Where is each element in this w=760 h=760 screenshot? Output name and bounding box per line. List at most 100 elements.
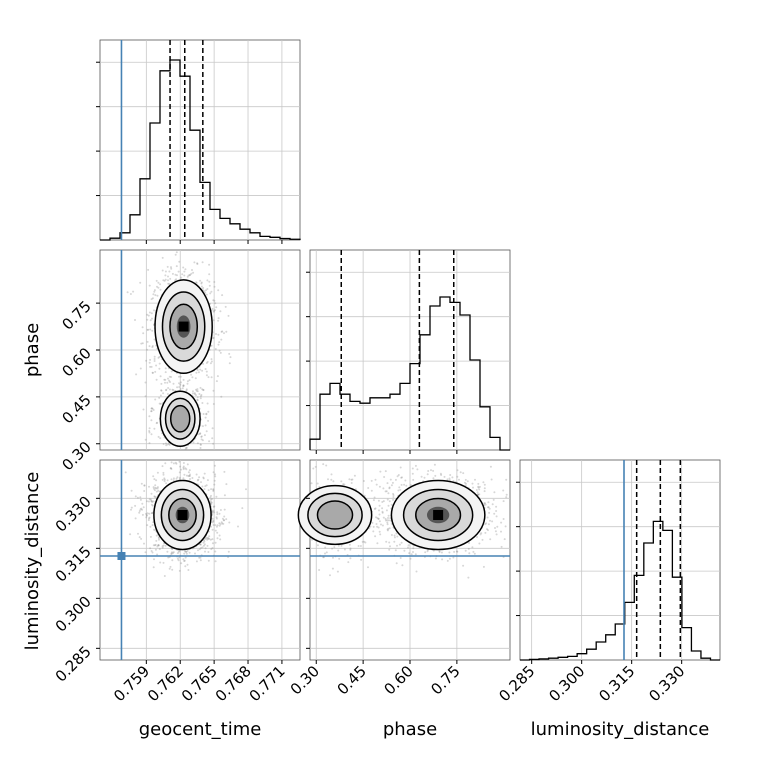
scatter-geocent-time-vs-phase-point [159,288,162,291]
scatter-geocent-time-vs-luminosity-distance-point [154,484,157,487]
scatter-geocent-time-vs-phase-point [167,275,169,278]
scatter-geocent-time-vs-luminosity-distance-point [203,540,206,543]
scatter-geocent-time-vs-luminosity-distance-point [141,502,144,505]
xtick-label-geocent-time-3: 0.768 [212,662,255,705]
scatter-phase-vs-luminosity-distance-point [500,545,503,548]
scatter-geocent-time-vs-luminosity-distance-point [150,499,153,502]
scatter-geocent-time-vs-phase-point [199,432,202,435]
scatter-geocent-time-vs-luminosity-distance-point [199,556,202,559]
scatter-geocent-time-vs-luminosity-distance-point [150,512,153,515]
scatter-geocent-time-vs-phase-point [174,273,177,276]
scatter-geocent-time-vs-phase-point [201,369,204,372]
scatter-geocent-time-vs-phase-point [204,416,207,419]
scatter-geocent-time-vs-luminosity-distance-point [196,479,199,482]
scatter-geocent-time-vs-phase-point [195,371,198,374]
scatter-geocent-time-vs-luminosity-distance-point [161,465,164,468]
scatter-phase-vs-luminosity-distance-point [486,516,489,519]
scatter-phase-vs-luminosity-distance-point [476,491,479,494]
histogram-phase-panel [306,249,511,451]
scatter-geocent-time-vs-phase-point [178,386,181,388]
scatter-geocent-time-vs-phase-point [151,297,154,300]
scatter-geocent-time-vs-phase-point [150,433,153,436]
scatter-geocent-time-vs-phase-point [199,443,202,446]
scatter-geocent-time-vs-luminosity-distance-point [172,462,175,465]
scatter-geocent-time-vs-phase-point [196,369,199,372]
scatter-geocent-time-vs-phase-point [170,370,173,373]
scatter-geocent-time-vs-luminosity-distance-point [144,551,147,554]
scatter-geocent-time-vs-luminosity-distance-point [209,498,212,501]
scatter-geocent-time-vs-luminosity-distance-point [129,533,132,536]
scatter-geocent-time-vs-phase-point [199,447,202,449]
scatter-geocent-time-vs-luminosity-distance-point [199,543,202,546]
scatter-geocent-time-vs-phase-point [149,365,152,368]
scatter-phase-vs-luminosity-distance-point [482,481,485,484]
scatter-geocent-time-vs-phase-point [196,442,199,445]
scatter-geocent-time-vs-luminosity-distance-point [152,566,155,569]
scatter-phase-vs-luminosity-distance-point [392,498,395,501]
scatter-phase-vs-luminosity-distance-point [477,486,480,489]
scatter-phase-vs-luminosity-distance-point [438,551,441,553]
scatter-geocent-time-vs-luminosity-distance-point [221,522,224,525]
scatter-geocent-time-vs-luminosity-distance-point [199,559,202,562]
scatter-geocent-time-vs-luminosity-distance-point [153,489,156,492]
scatter-geocent-time-vs-phase-point [189,273,192,276]
scatter-phase-vs-luminosity-distance-point [467,576,470,579]
scatter-geocent-time-vs-phase-point [172,389,175,392]
scatter-phase-vs-luminosity-distance-point [385,490,388,493]
scatter-phase-vs-luminosity-distance-point [401,476,403,479]
scatter-geocent-time-vs-phase-point [159,283,162,286]
scatter-phase-vs-luminosity-distance-point [314,465,317,468]
scatter-phase-vs-luminosity-distance-point [424,551,427,554]
scatter-phase-vs-luminosity-distance-point [324,546,327,549]
scatter-geocent-time-vs-phase-point [149,319,152,322]
scatter-geocent-time-vs-luminosity-distance-point [209,525,212,528]
scatter-phase-vs-luminosity-distance-point [373,496,376,499]
scatter-geocent-time-vs-luminosity-distance-point [207,559,210,562]
scatter-geocent-time-vs-luminosity-distance-point [150,492,153,495]
scatter-geocent-time-vs-phase-point [159,402,162,405]
scatter-phase-vs-luminosity-distance-point [372,499,375,502]
scatter-geocent-time-vs-luminosity-distance-point [143,484,146,487]
scatter-geocent-time-vs-luminosity-distance-point [212,520,215,523]
scatter-phase-vs-luminosity-distance-point [332,556,334,559]
scatter-phase-vs-luminosity-distance-point [384,470,387,473]
scatter-geocent-time-vs-luminosity-distance-point [183,559,186,562]
scatter-phase-vs-luminosity-distance-point [489,519,491,522]
scatter-geocent-time-vs-luminosity-distance-point [164,462,167,465]
scatter-geocent-time-vs-luminosity-distance-point [170,468,173,470]
scatter-geocent-time-vs-phase-point [201,388,204,391]
scatter-geocent-time-vs-phase-point [202,362,205,365]
scatter-geocent-time-vs-phase-point [214,309,216,312]
scatter-geocent-time-vs-phase-point [199,432,202,435]
scatter-phase-vs-luminosity-distance-point [502,489,505,492]
scatter-geocent-time-vs-phase-point [215,380,218,383]
scatter-geocent-time-vs-luminosity-distance-point [150,503,153,506]
scatter-geocent-time-vs-phase-point [154,294,157,297]
scatter-phase-vs-luminosity-distance-point [473,552,476,555]
scatter-geocent-time-vs-phase-point [168,443,171,446]
scatter-geocent-time-vs-luminosity-distance-point [124,471,127,474]
scatter-geocent-time-vs-phase-point [158,402,161,405]
scatter-phase-vs-luminosity-distance-point [505,496,508,499]
scatter-geocent-time-vs-luminosity-distance-point [200,481,202,484]
scatter-geocent-time-vs-luminosity-distance-point [216,513,219,516]
scatter-geocent-time-vs-luminosity-distance-point [166,479,169,482]
scatter-phase-vs-luminosity-distance-point [448,557,451,560]
scatter-geocent-time-vs-phase-point [149,358,152,361]
scatter-phase-vs-luminosity-distance-point [397,474,400,476]
scatter-geocent-time-vs-luminosity-distance-point [202,541,205,544]
scatter-geocent-time-vs-luminosity-distance-point [176,552,179,555]
scatter-geocent-time-vs-luminosity-distance-point [162,544,165,547]
scatter-phase-vs-luminosity-distance-point [488,511,491,514]
scatter-phase-vs-luminosity-distance-point [487,506,489,509]
scatter-phase-vs-luminosity-distance-point [488,507,491,510]
scatter-phase-vs-luminosity-distance-point [487,529,489,532]
scatter-geocent-time-vs-luminosity-distance-point [203,472,206,475]
scatter-geocent-time-vs-luminosity-distance-point [208,535,211,538]
scatter-phase-vs-luminosity-distance-point [452,556,455,559]
scatter-geocent-time-vs-luminosity-distance-point [221,517,224,520]
scatter-geocent-time-vs-phase-point [218,341,221,344]
scatter-phase-vs-luminosity-distance-point [468,552,471,555]
scatter-phase-vs-luminosity-distance-point [387,527,390,530]
scatter-geocent-time-vs-phase-point [139,367,142,370]
